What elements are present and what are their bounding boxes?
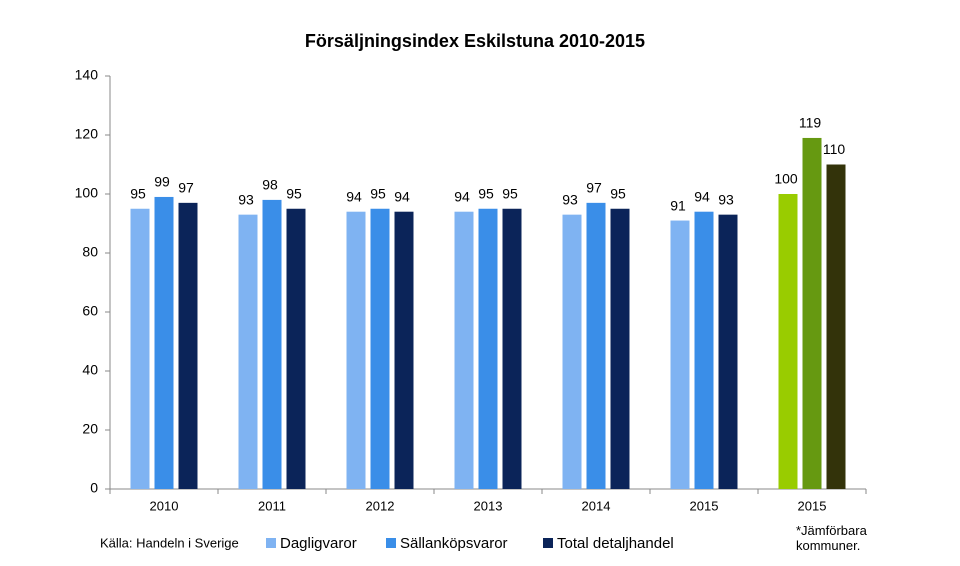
bar: [262, 199, 282, 489]
value-label: 95: [478, 185, 494, 201]
legend-swatch: [266, 538, 276, 548]
value-label: 95: [130, 185, 146, 201]
value-label: 97: [586, 180, 602, 196]
value-label: 94: [454, 188, 470, 204]
x-tick-label: 2012: [366, 498, 395, 513]
bar: [178, 202, 198, 489]
bar: [502, 208, 522, 489]
bar: [670, 220, 690, 490]
x-tick-label: 2015: [798, 498, 827, 513]
bar: [718, 214, 738, 489]
value-label: 95: [370, 185, 386, 201]
value-label: 119: [799, 115, 822, 131]
y-tick-label: 80: [82, 244, 98, 260]
legend-label: Total detaljhandel: [557, 535, 674, 552]
value-label: 95: [286, 185, 302, 201]
bar: [346, 211, 366, 489]
x-tick-label: 2011: [258, 498, 286, 513]
y-tick-label: 40: [82, 362, 98, 378]
value-label: 99: [154, 174, 170, 190]
value-label: 93: [562, 191, 578, 207]
bar: [826, 164, 846, 489]
bar: [154, 196, 174, 489]
value-label: 91: [670, 197, 686, 213]
value-label: 97: [178, 180, 194, 196]
legend-swatch: [543, 538, 553, 548]
x-tick-label: 2014: [582, 498, 611, 513]
bar: [610, 208, 630, 489]
x-tick-label: 2013: [474, 498, 503, 513]
bar: [694, 211, 714, 489]
value-label: 110: [823, 141, 846, 157]
value-label: 94: [394, 188, 410, 204]
source: Källa: Handeln i Sverige: [100, 535, 239, 550]
bar: [394, 211, 414, 489]
bar: [778, 194, 798, 489]
bar: [586, 202, 606, 489]
value-label: 94: [346, 188, 362, 204]
y-tick-label: 60: [82, 303, 98, 319]
value-label: 94: [694, 188, 710, 204]
bar: [238, 214, 258, 489]
legend-swatch: [386, 538, 396, 548]
x-tick-label: 2010: [150, 498, 179, 513]
value-label: 95: [502, 185, 518, 201]
value-label: 98: [262, 177, 278, 193]
bar: [286, 208, 306, 489]
y-tick-label: 0: [90, 480, 98, 496]
x-tick-label: 2015: [690, 498, 719, 513]
bar: [370, 208, 390, 489]
value-label: 95: [610, 185, 626, 201]
y-tick-label: 100: [75, 185, 99, 201]
value-label: 100: [774, 171, 798, 187]
legend-label: Sällanköpsvaror: [400, 535, 508, 552]
note: *Jämförbara kommuner.: [796, 523, 867, 553]
y-tick-label: 140: [75, 67, 99, 83]
bar: [562, 214, 582, 489]
y-tick-label: 20: [82, 421, 98, 437]
bar: [130, 208, 150, 489]
bar: [802, 137, 822, 489]
value-label: 93: [718, 191, 734, 207]
bar: [454, 211, 474, 489]
legend-label: Dagligvaror: [280, 535, 357, 552]
chart-title: Försäljningsindex Eskilstuna 2010-2015: [305, 31, 645, 51]
bar: [478, 208, 498, 489]
value-label: 93: [238, 191, 254, 207]
y-tick-label: 120: [75, 126, 99, 142]
